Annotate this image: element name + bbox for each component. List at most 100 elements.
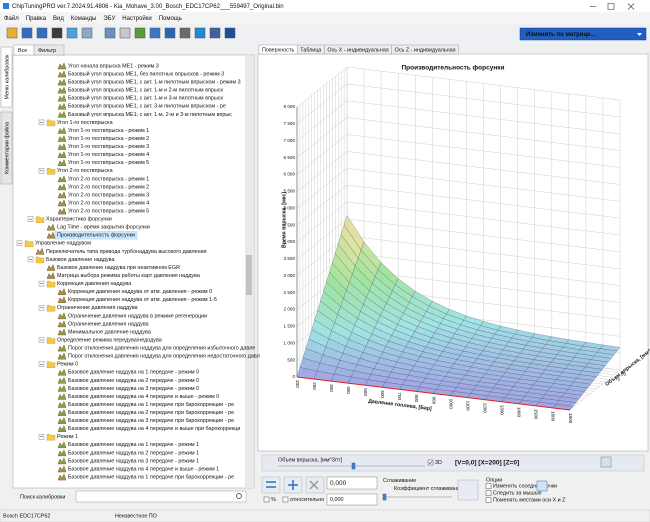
- tree-item[interactable]: Угол 1-го поствпрыска - режим 5: [68, 160, 149, 166]
- tree-item[interactable]: Угол 2-го поствпрыска - режим 2: [68, 184, 149, 190]
- view-tab-label[interactable]: Таблица: [300, 47, 321, 53]
- tree-item[interactable]: Угол 1-го поствпрыска - режим 3: [68, 144, 149, 150]
- tree-item[interactable]: Базовое давление наддува на 4 передаче и…: [68, 394, 219, 400]
- tree-item[interactable]: Базовое давление наддува на 3 передаче -…: [68, 458, 199, 464]
- table-icon[interactable]: [536, 480, 548, 492]
- slider-thumb[interactable]: [351, 462, 356, 470]
- menu-item[interactable]: Вид: [53, 16, 64, 22]
- tree-item[interactable]: Базовое давление наддува на 3 передаче -…: [68, 386, 199, 392]
- percent-checkbox[interactable]: [263, 496, 270, 503]
- toolbar-button[interactable]: [149, 27, 161, 39]
- toolbar-button[interactable]: [6, 27, 18, 39]
- tree-item[interactable]: Коррекция давления наддува: [57, 281, 131, 287]
- view-tab-label[interactable]: Ось X - индивидуальная: [327, 47, 388, 53]
- tree-item[interactable]: Определение режима передува/недодува: [57, 337, 162, 343]
- tree-item[interactable]: Базовый угол впрыска МЕ1, с акт. 1-м и 2…: [68, 87, 223, 94]
- tree-item[interactable]: Угол 2-го поствпрыска: [57, 168, 113, 174]
- toolbar-button[interactable]: [164, 27, 176, 39]
- menu-item[interactable]: Файл: [4, 15, 19, 22]
- tree-item[interactable]: Ограничение давления наддува в режиме ре…: [68, 313, 207, 319]
- close-button[interactable]: [627, 3, 635, 10]
- tree-item[interactable]: Угол 1-го поствпрыска - режим 4: [68, 152, 149, 158]
- tree-item[interactable]: Базовое давление наддува на 1 передаче п…: [68, 402, 234, 408]
- tree-item[interactable]: Ограничение давления наддува: [68, 321, 149, 327]
- tree-item[interactable]: Базовый угол впрыска МЕ1, с акт. 1-м пил…: [68, 79, 241, 86]
- tree-item[interactable]: Базовый угол впрыска МЕ1, с акт. 1-м, 2-…: [68, 111, 232, 118]
- tree-item[interactable]: Угол 2-го поствпрыска - режим 3: [68, 192, 149, 198]
- toolbar-button[interactable]: [36, 27, 48, 39]
- toolbar-button[interactable]: [81, 27, 93, 39]
- side-tab[interactable]: [0, 46, 13, 108]
- tree-item[interactable]: Базовое давление наддува на 2 передаче п…: [68, 410, 234, 416]
- tree-item[interactable]: Минимальное давление наддува: [68, 329, 151, 335]
- tree-item[interactable]: Угол 2-го поствпрыска - режим 5: [68, 209, 149, 215]
- smoothing-thumb[interactable]: [382, 493, 387, 501]
- axis-select[interactable]: Объем впрыска, [мм^3/тг]: [278, 457, 343, 463]
- tree-item[interactable]: Базовое давление наддува на 2 передаче -…: [68, 378, 199, 384]
- option-checkbox[interactable]: [485, 483, 492, 489]
- tree-item[interactable]: Производительность форсунки: [57, 233, 135, 239]
- search-input[interactable]: [75, 490, 247, 503]
- tab-label[interactable]: Все: [18, 48, 27, 54]
- tree-item[interactable]: Коррекция давления наддува от атм. давле…: [68, 297, 217, 303]
- side-tab-label[interactable]: Меню калибровок: [4, 54, 10, 100]
- checkbox-label[interactable]: Изменять соседние точки: [493, 483, 557, 489]
- tab-label[interactable]: Фильтр: [38, 48, 56, 54]
- tree-item[interactable]: Угол 1-го поствпрыска - режим 1: [68, 128, 149, 134]
- view-tab[interactable]: [391, 44, 459, 55]
- toolbar-button[interactable]: [66, 27, 78, 39]
- tree-item[interactable]: Угол 1-го поствпрыска - режим 2: [68, 136, 149, 142]
- smooth-button[interactable]: [457, 479, 479, 501]
- tree-item[interactable]: Базовое давление наддува: [46, 257, 114, 263]
- tree-item[interactable]: Угол 1-го поствпрыска: [57, 120, 113, 126]
- menu-item[interactable]: Правка: [26, 16, 47, 22]
- toolbar-button[interactable]: [21, 27, 33, 39]
- side-tab[interactable]: [0, 111, 13, 185]
- relative-checkbox[interactable]: [282, 496, 289, 503]
- menu-item[interactable]: Команды: [71, 16, 96, 22]
- relative-input-text[interactable]: 0,000: [330, 497, 344, 503]
- toolbar-button[interactable]: [224, 27, 236, 39]
- matrix-dropdown[interactable]: [519, 27, 647, 41]
- tree-item[interactable]: Порог отклонения давления наддува для оп…: [68, 354, 260, 360]
- tree-item[interactable]: Базовое давление наддува на 1 передаче -…: [68, 442, 199, 448]
- checkbox-label[interactable]: Поменять местами оси X и Z: [493, 497, 566, 503]
- tree-item[interactable]: Управление наддувом: [35, 241, 91, 247]
- tree-item[interactable]: Угол 2-го поствпрыска - режим 4: [68, 200, 149, 206]
- tree-item[interactable]: Угол начала впрыска МЕ1 - режим 3: [68, 63, 159, 69]
- scroll-thumb[interactable]: [246, 255, 252, 295]
- tree-item[interactable]: Базовое давление наддува на 2 передаче -…: [68, 450, 199, 456]
- toolbar-button[interactable]: [179, 27, 191, 39]
- toolbar-button[interactable]: [209, 27, 221, 39]
- menu-item[interactable]: Настройки: [122, 15, 151, 22]
- toolbar-button[interactable]: [104, 27, 116, 39]
- tree-item[interactable]: Базовое давление наддува на 1 передаче п…: [68, 474, 234, 480]
- tree-item[interactable]: Базовый угол впрыска МЕ1, с акт. 3-м пил…: [68, 103, 226, 110]
- tree-item[interactable]: Режим 0: [57, 362, 78, 368]
- toolbar-button[interactable]: [119, 27, 131, 39]
- maximize-button[interactable]: [607, 3, 615, 10]
- matrix-dropdown-label[interactable]: Изменить по матрице...: [526, 32, 596, 38]
- side-tab-label[interactable]: Комментарии файла: [3, 122, 10, 174]
- tree-item[interactable]: Базовый угол впрыска МЕ1, с акт. 1-м и 3…: [68, 95, 223, 102]
- tree-item[interactable]: Переключатель типа привода турбонаддува …: [46, 249, 207, 255]
- toolbar-button[interactable]: [194, 27, 206, 39]
- toolbar-button[interactable]: [51, 27, 63, 39]
- grid-icon[interactable]: [600, 456, 612, 468]
- view-tab-label[interactable]: Ось Z - индивидуальная: [395, 47, 456, 53]
- tree-item[interactable]: Базовый угол впрыска МЕ1, без пилотных в…: [68, 70, 224, 77]
- tree-item[interactable]: Коррекция давления наддува от атм. давле…: [68, 289, 212, 295]
- tree-item[interactable]: Матрица выбора режима работы карт давлен…: [57, 273, 200, 279]
- value-input[interactable]: [326, 476, 378, 490]
- tree-item[interactable]: Характеристика форсунки: [46, 217, 112, 223]
- tree-item[interactable]: Базовое давление наддува на 1 передаче -…: [68, 370, 199, 376]
- menu-item[interactable]: Помощь: [159, 16, 182, 22]
- option-checkbox[interactable]: [485, 490, 492, 496]
- value-input-text[interactable]: 0,000: [330, 480, 347, 487]
- tree-item[interactable]: Порог отклонения давления наддува для оп…: [68, 346, 255, 352]
- tree-item[interactable]: Базовое давление наддува на 4 передаче и…: [68, 466, 219, 472]
- tree-item[interactable]: Базовое давление наддува на 4 передаче и…: [68, 426, 240, 432]
- tree-item[interactable]: Угол 2-го поствпрыска - режим 1: [68, 176, 149, 182]
- tree-item[interactable]: Базовое давление наддува при неактивном …: [57, 265, 180, 271]
- tree-item[interactable]: Режим 1: [57, 434, 78, 440]
